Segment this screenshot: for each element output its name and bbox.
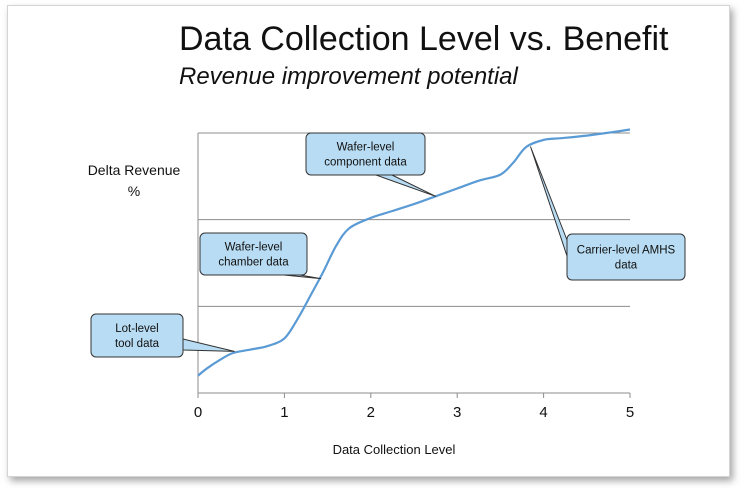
callout-box bbox=[90, 313, 184, 358]
x-tick-label: 1 bbox=[280, 404, 288, 421]
chart-subtitle: Revenue improvement potential bbox=[179, 63, 518, 90]
callout-label: Wafer-level bbox=[225, 242, 283, 254]
callout-box bbox=[199, 232, 308, 276]
callout-pointer bbox=[182, 338, 235, 352]
callout-label: Wafer-level bbox=[337, 142, 395, 154]
x-tick-label: 2 bbox=[367, 404, 375, 421]
callout-label: tool data bbox=[115, 338, 160, 350]
callout-label: data bbox=[615, 260, 638, 272]
x-tick-label: 4 bbox=[539, 404, 547, 421]
callout-label: Lot-level bbox=[115, 323, 158, 335]
x-axis-label: Data Collection Level bbox=[332, 442, 456, 457]
y-axis-label: Delta Revenue % bbox=[87, 162, 181, 199]
x-tick-label: 0 bbox=[194, 404, 202, 421]
chart-title: Data Collection Level vs. Benefit bbox=[179, 20, 669, 58]
x-tick-label: 3 bbox=[453, 404, 461, 421]
callout-label: chamber data bbox=[218, 257, 289, 269]
x-tick-label: 5 bbox=[626, 404, 634, 421]
callout-label: component data bbox=[324, 157, 407, 169]
callout-pointer bbox=[375, 174, 437, 197]
callout-label: Carrier-level AMHS bbox=[577, 245, 676, 257]
callout-pointer bbox=[283, 274, 322, 280]
series-line bbox=[197, 128, 631, 377]
callout-pointer bbox=[530, 146, 568, 257]
callout-box bbox=[566, 233, 686, 281]
callout-box bbox=[305, 132, 426, 176]
